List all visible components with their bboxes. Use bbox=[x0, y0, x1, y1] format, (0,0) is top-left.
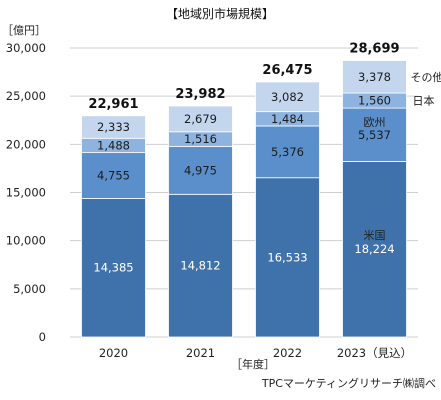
bar-total-label: 26,475 bbox=[262, 63, 312, 78]
segment-value-label: 3,082 bbox=[271, 90, 304, 104]
y-tick-label: 15,000 bbox=[6, 186, 46, 200]
x-tick-label: 2023（見込） bbox=[337, 346, 412, 360]
x-tick-label: 2020 bbox=[99, 346, 128, 360]
segment-value-label: 14,385 bbox=[93, 261, 133, 275]
bar-segment bbox=[255, 81, 320, 113]
y-tick-label: 25,000 bbox=[6, 89, 46, 103]
bar-segment bbox=[81, 115, 146, 139]
segment-value-label: 16,533 bbox=[267, 250, 307, 264]
segment-value-label: 1,484 bbox=[271, 112, 304, 126]
segment-value-label: 4,975 bbox=[184, 163, 217, 177]
y-axis-ticks: 0 5,000 10,000 15,000 20,000 25,000 30,000 bbox=[6, 41, 46, 344]
segment-value-label: 1,516 bbox=[184, 132, 217, 146]
y-tick-label: 5,000 bbox=[13, 282, 46, 296]
x-tick-label: 2021 bbox=[186, 346, 215, 360]
bar-segment bbox=[342, 107, 407, 162]
y-tick-label: 20,000 bbox=[6, 137, 46, 151]
bars bbox=[81, 60, 407, 338]
y-tick-label: 10,000 bbox=[6, 234, 46, 248]
data-labels: 14,385 4,755 1,488 2,333 22,961 14,812 4,975 1,… bbox=[88, 42, 441, 275]
y-unit-label: ［億円］ bbox=[2, 24, 46, 37]
bar-segment bbox=[342, 161, 407, 338]
x-axis-label: ［年度］ bbox=[231, 357, 275, 371]
bar-total-label: 28,699 bbox=[349, 42, 399, 57]
bar-segment bbox=[342, 60, 407, 94]
segment-value-label: 14,812 bbox=[180, 259, 220, 273]
segment-value-label: 5,376 bbox=[271, 145, 304, 159]
x-tick-label: 2022 bbox=[273, 346, 302, 360]
segment-value-label: 5,537 bbox=[358, 128, 391, 142]
bar-segment bbox=[255, 177, 320, 338]
y-tick-label: 30,000 bbox=[6, 41, 46, 55]
region-label-europe: 欧州 bbox=[364, 116, 386, 129]
segment-value-label: 18,224 bbox=[354, 242, 394, 256]
region-label-us: 米国 bbox=[364, 229, 386, 242]
segment-value-label: 3,378 bbox=[358, 70, 391, 84]
x-axis-ticks: 2020 2021 2022 2023（見込） bbox=[99, 346, 412, 360]
bar-segment bbox=[168, 145, 233, 195]
bar-segment bbox=[168, 105, 233, 133]
source-note: TPCマーケティングリサーチ㈱調べ bbox=[261, 376, 436, 390]
bar-total-label: 23,982 bbox=[175, 87, 225, 102]
segment-value-label: 2,333 bbox=[97, 120, 130, 134]
segment-value-label: 4,755 bbox=[97, 169, 130, 183]
region-label-japan: 日本 bbox=[413, 94, 435, 108]
bar-segment bbox=[168, 193, 233, 338]
chart-title: 【地域別市場規模】 bbox=[166, 6, 274, 21]
y-tick-label: 0 bbox=[39, 330, 46, 344]
segment-value-label: 1,488 bbox=[97, 138, 130, 152]
bar-total-label: 22,961 bbox=[88, 97, 138, 112]
segment-value-label: 2,679 bbox=[184, 112, 217, 126]
region-label-other: その他 bbox=[411, 71, 441, 84]
bar-segment bbox=[81, 152, 146, 199]
bar-segment bbox=[81, 198, 146, 338]
segment-value-label: 1,560 bbox=[358, 94, 391, 108]
